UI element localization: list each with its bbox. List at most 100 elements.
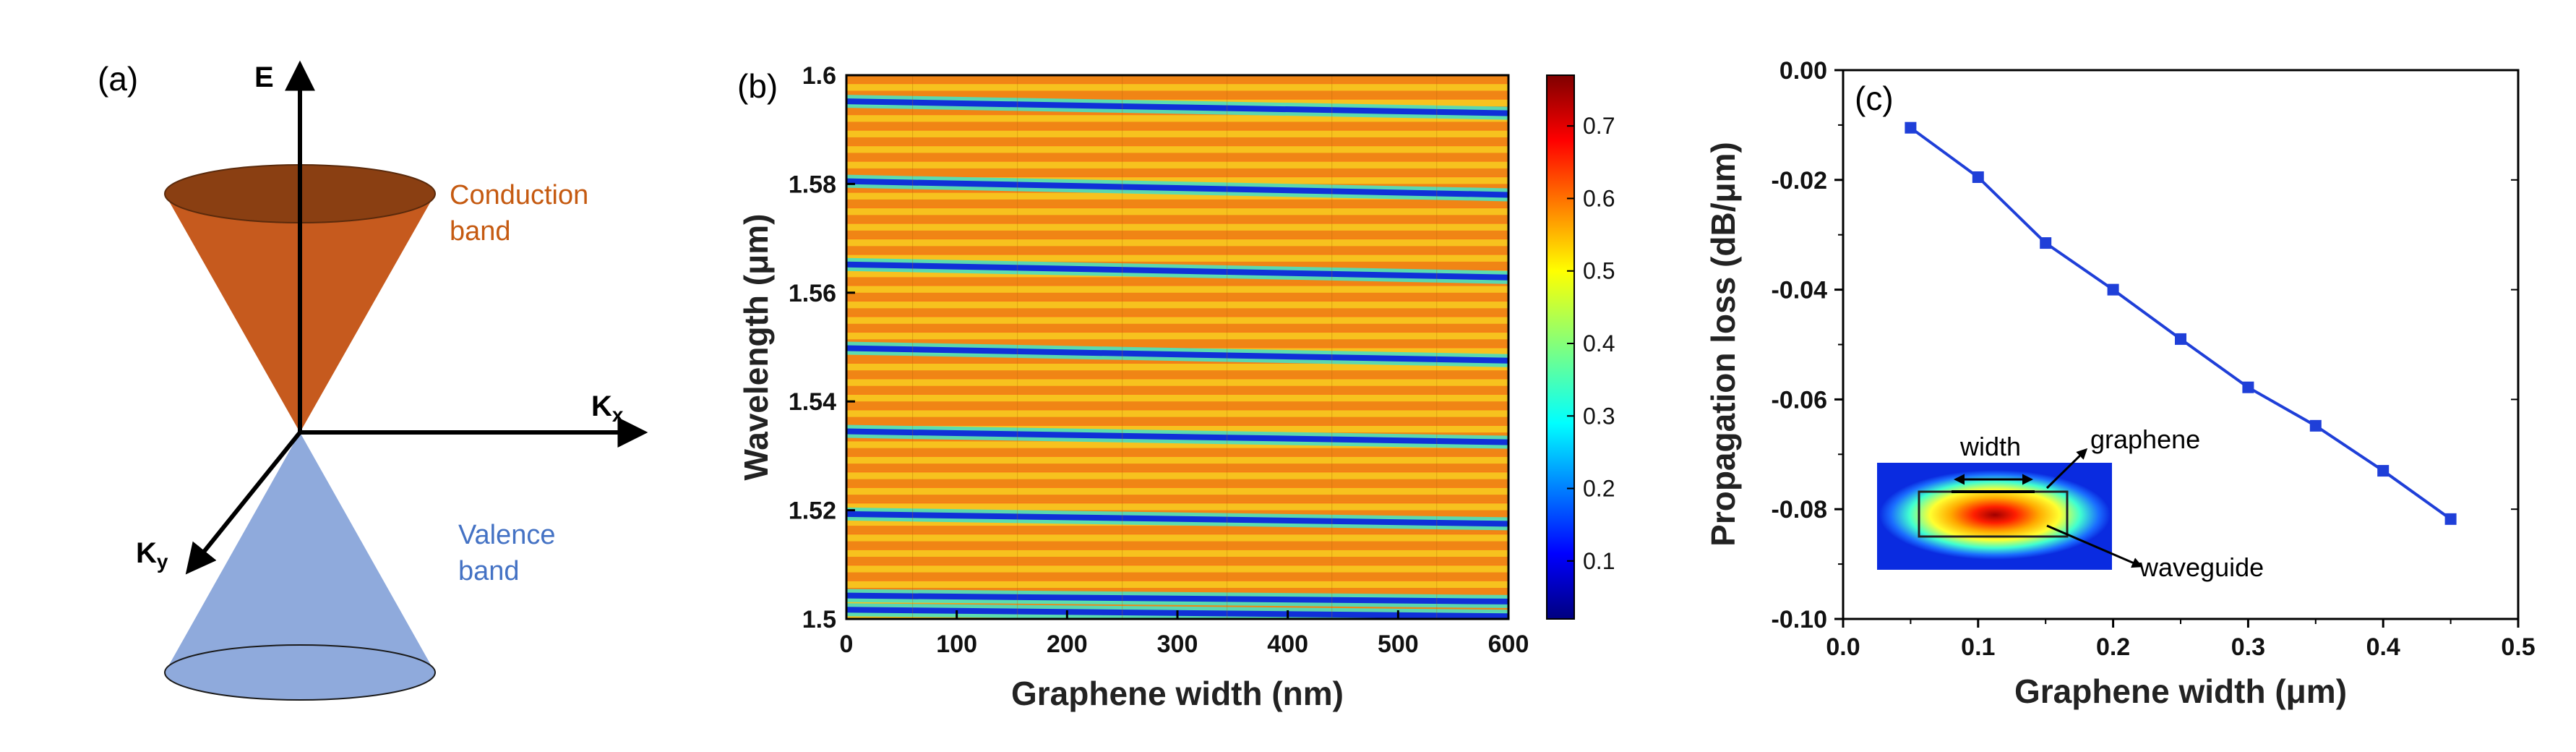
propagation-loss-points	[1905, 121, 2457, 525]
colorbar-tick-label: 0.5	[1583, 258, 1615, 284]
heatmap-fringe	[846, 448, 1508, 456]
heatmap-fringe	[846, 113, 1508, 116]
heatmap-fringe	[846, 199, 1508, 207]
heatmap-fringe	[846, 339, 1508, 346]
heatmap-fringe	[846, 168, 1508, 176]
conduction-band-label-line2: band	[450, 216, 511, 247]
line-x-ticks: 0.0 0.1 0.2 0.3 0.4 0.5	[1826, 619, 2536, 661]
inset-mode-profile: width graphene waveguide	[1877, 424, 2264, 582]
heatmap-fringe	[846, 253, 1508, 255]
line-y-ticks: 0.00 -0.02 -0.04 -0.06 -0.08 -0.10	[1772, 57, 2518, 633]
panel-b-heatmap: (b) 0 100 200 300 400 500 600 1.51.521.541.561…	[737, 62, 1615, 712]
heatmap-x-ticks: 0 100 200 300 400 500 600	[840, 610, 1529, 658]
inset-graphene-label: graphene	[2090, 424, 2200, 454]
heatmap-x-tick-label: 600	[1488, 631, 1529, 658]
e-axis-label: E	[254, 61, 274, 93]
heatmap-fringe	[846, 362, 1508, 364]
propagation-loss-point	[2175, 333, 2186, 345]
heatmap-fringe	[846, 393, 1508, 395]
heatmap-fringe	[846, 144, 1508, 147]
colorbar-tick-label: 0.3	[1583, 403, 1615, 429]
kx-axis-label: Kx	[591, 390, 624, 426]
heatmap-dips	[846, 95, 1508, 619]
line-y-axis-title: Propagation loss (dB/μm)	[1704, 142, 1742, 547]
heatmap-dip-line	[846, 345, 1508, 364]
line-x-tick-label: 0.1	[1961, 633, 1995, 661]
line-x-tick-label: 0.5	[2501, 633, 2535, 661]
propagation-loss-point	[2107, 283, 2119, 296]
propagation-loss-point	[2040, 237, 2052, 249]
line-y-tick-label: -0.08	[1772, 496, 1828, 524]
propagation-loss-point	[1972, 171, 1984, 184]
panel-c-line-chart: (c) 0.0 0.1 0.2 0.3 0.4 0.5 0.00 -0.02 -0.04 -0.…	[1704, 57, 2536, 710]
heatmap-fringe	[846, 385, 1508, 393]
heatmap-fringe	[846, 470, 1508, 473]
inset-waveguide-pointer	[2046, 524, 2143, 568]
heatmap-fringe	[846, 121, 1508, 129]
heatmap-fringe	[846, 308, 1508, 315]
heatmap-fringe	[846, 330, 1508, 333]
heatmap-fringe	[846, 246, 1508, 254]
heatmap-x-axis-title: Graphene width (nm)	[1011, 675, 1344, 712]
heatmap-fringe	[846, 315, 1508, 317]
heatmap-fringe	[846, 548, 1508, 550]
propagation-loss-point	[2377, 465, 2390, 477]
colorbar-tick-label: 0.2	[1583, 476, 1615, 502]
heatmap-x-tick-label: 400	[1267, 631, 1308, 658]
heatmap-fringe	[846, 175, 1508, 178]
heatmap-y-ticks: 1.5 1.52 1.54 1.56 1.58 1.6	[789, 62, 855, 633]
heatmap-y-tick-label: 1.56	[789, 280, 836, 307]
heatmap-dip-line	[846, 178, 1508, 198]
ky-axis-label: Ky	[136, 537, 168, 573]
heatmap-x-tick-label: 200	[1047, 631, 1088, 658]
heatmap-fringe	[846, 479, 1508, 487]
heatmap-fringe	[846, 215, 1508, 223]
heatmap-fringe	[846, 416, 1508, 424]
propagation-loss-point	[1905, 121, 1917, 134]
heatmap-fringe	[846, 323, 1508, 331]
heatmap-fringe	[846, 75, 1508, 82]
heatmap-fringe	[846, 237, 1508, 240]
heatmap-fringe	[846, 572, 1508, 580]
line-y-tick-label: -0.04	[1772, 277, 1828, 304]
colorbar-tick-label: 0.7	[1583, 113, 1615, 139]
heatmap-x-tick-label: 300	[1157, 631, 1198, 658]
ky-axis	[185, 431, 302, 575]
heatmap-fringe	[846, 495, 1508, 502]
inset-mode-field	[1879, 470, 2111, 560]
conduction-band-label-line1: Conduction	[450, 180, 588, 210]
heatmap-fringe	[846, 455, 1508, 457]
heatmap-fringe	[846, 230, 1508, 238]
panel-a-label: (a)	[98, 60, 138, 98]
heatmap-fringe	[846, 408, 1508, 411]
heatmap-fringe	[846, 532, 1508, 535]
heatmap-dip-line	[846, 98, 1508, 116]
heatmap-fringe	[846, 526, 1508, 533]
heatmap-fringe	[846, 501, 1508, 504]
heatmap-fringe	[846, 486, 1508, 488]
heatmap-fringe	[846, 299, 1508, 302]
heatmap-fringe	[846, 346, 1508, 349]
panel-c-label: (c)	[1855, 80, 1894, 117]
heatmap-fringe	[846, 277, 1508, 284]
valence-band-label-line2: band	[458, 556, 520, 586]
heatmap-x-tick-label: 100	[936, 631, 977, 658]
line-y-tick-label: -0.02	[1772, 167, 1828, 195]
heatmap-dip-line	[846, 428, 1508, 445]
heatmap-fringe	[846, 588, 1508, 595]
inset-waveguide-label: waveguide	[2139, 552, 2264, 582]
heatmap-fringe	[846, 129, 1508, 131]
heatmap-fringe	[846, 563, 1508, 566]
heatmap-fringe	[846, 370, 1508, 377]
heatmap-y-tick-label: 1.52	[789, 497, 836, 525]
panel-a-dirac-cone: (a) E Kx Ky Conduction band Valence band	[98, 60, 648, 701]
heatmap-fringe	[846, 98, 1508, 100]
heatmap-fringe	[846, 90, 1508, 98]
heatmap-fringe	[846, 401, 1508, 409]
heatmap-fringe	[846, 424, 1508, 426]
colorbar	[1546, 74, 1575, 620]
heatmap-fringe	[846, 557, 1508, 564]
line-y-tick-label: 0.00	[1779, 57, 1827, 85]
heatmap-fringe	[846, 206, 1508, 209]
heatmap-x-tick-label: 0	[840, 631, 854, 658]
